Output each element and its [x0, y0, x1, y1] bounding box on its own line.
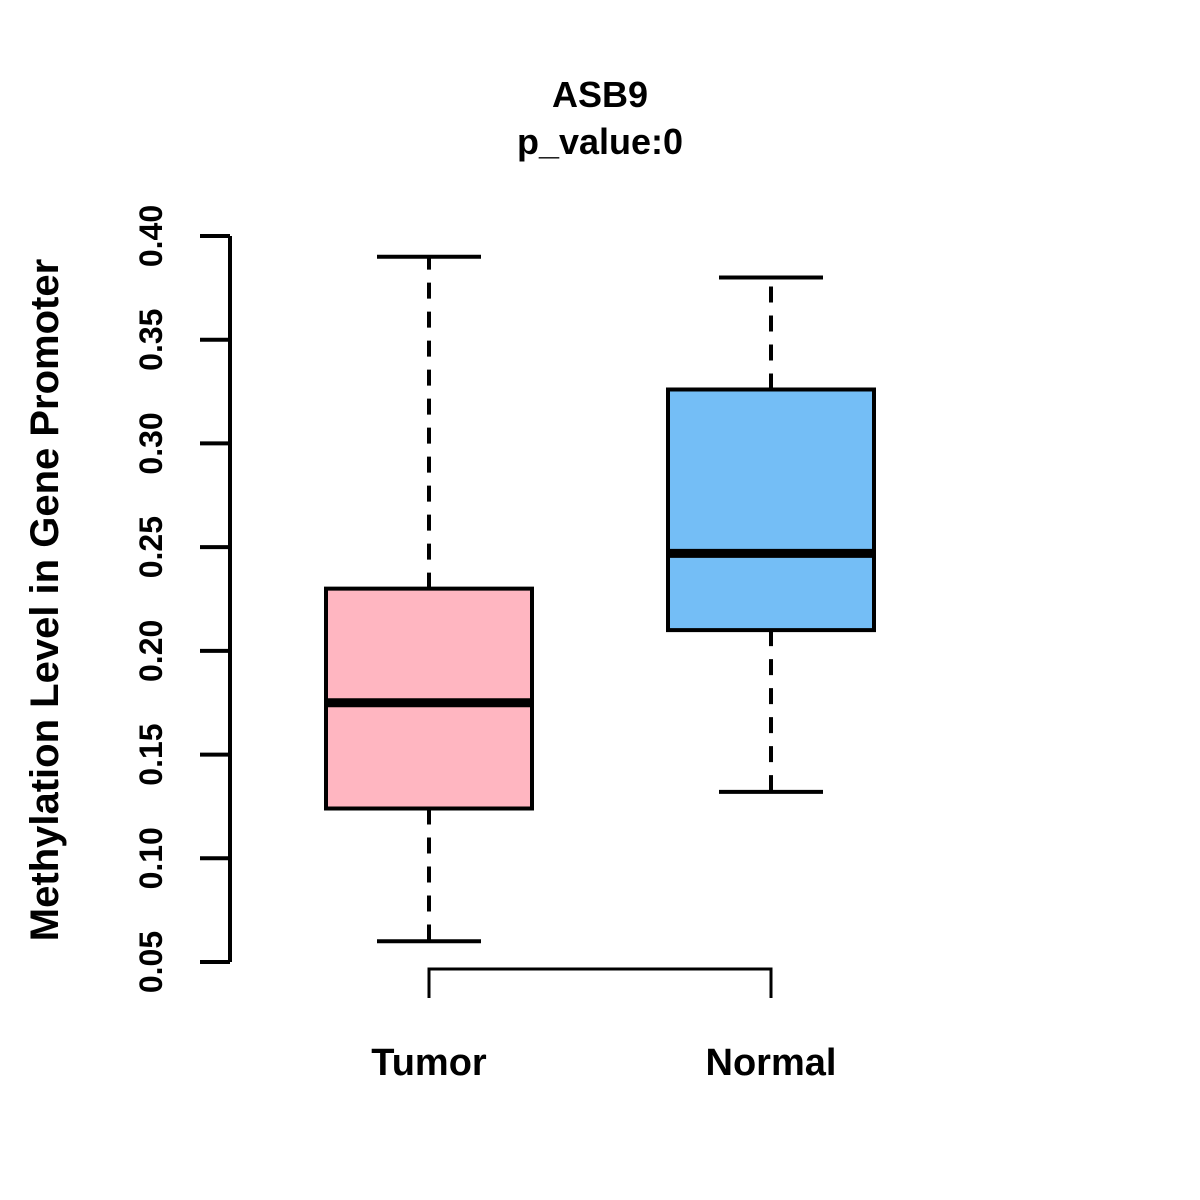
plot-area: 0.05 0.10 0.15 0.20 0.25 0.30 0.35 0.40 Tumor Nor…: [133, 205, 876, 1084]
y-tick-label: 0.30: [133, 412, 169, 474]
y-tick-label: 0.20: [133, 620, 169, 682]
x-axis-line: [427, 967, 773, 998]
chart-title: ASB9: [552, 74, 648, 115]
x-category-label-tumor: Tumor: [371, 1042, 487, 1084]
y-tick-label: 0.05: [133, 931, 169, 993]
chart-subtitle: p_value:0: [517, 121, 683, 162]
y-axis-title: Methylation Level in Gene Promoter: [23, 259, 67, 941]
x-category-label-normal: Normal: [706, 1042, 837, 1084]
y-tick-label: 0.35: [133, 309, 169, 371]
y-tick-label: 0.25: [133, 516, 169, 578]
y-tick-label: 0.15: [133, 723, 169, 785]
y-tick-label: 0.40: [133, 205, 169, 267]
y-tick-label: 0.10: [133, 827, 169, 889]
box-normal: [666, 387, 876, 633]
